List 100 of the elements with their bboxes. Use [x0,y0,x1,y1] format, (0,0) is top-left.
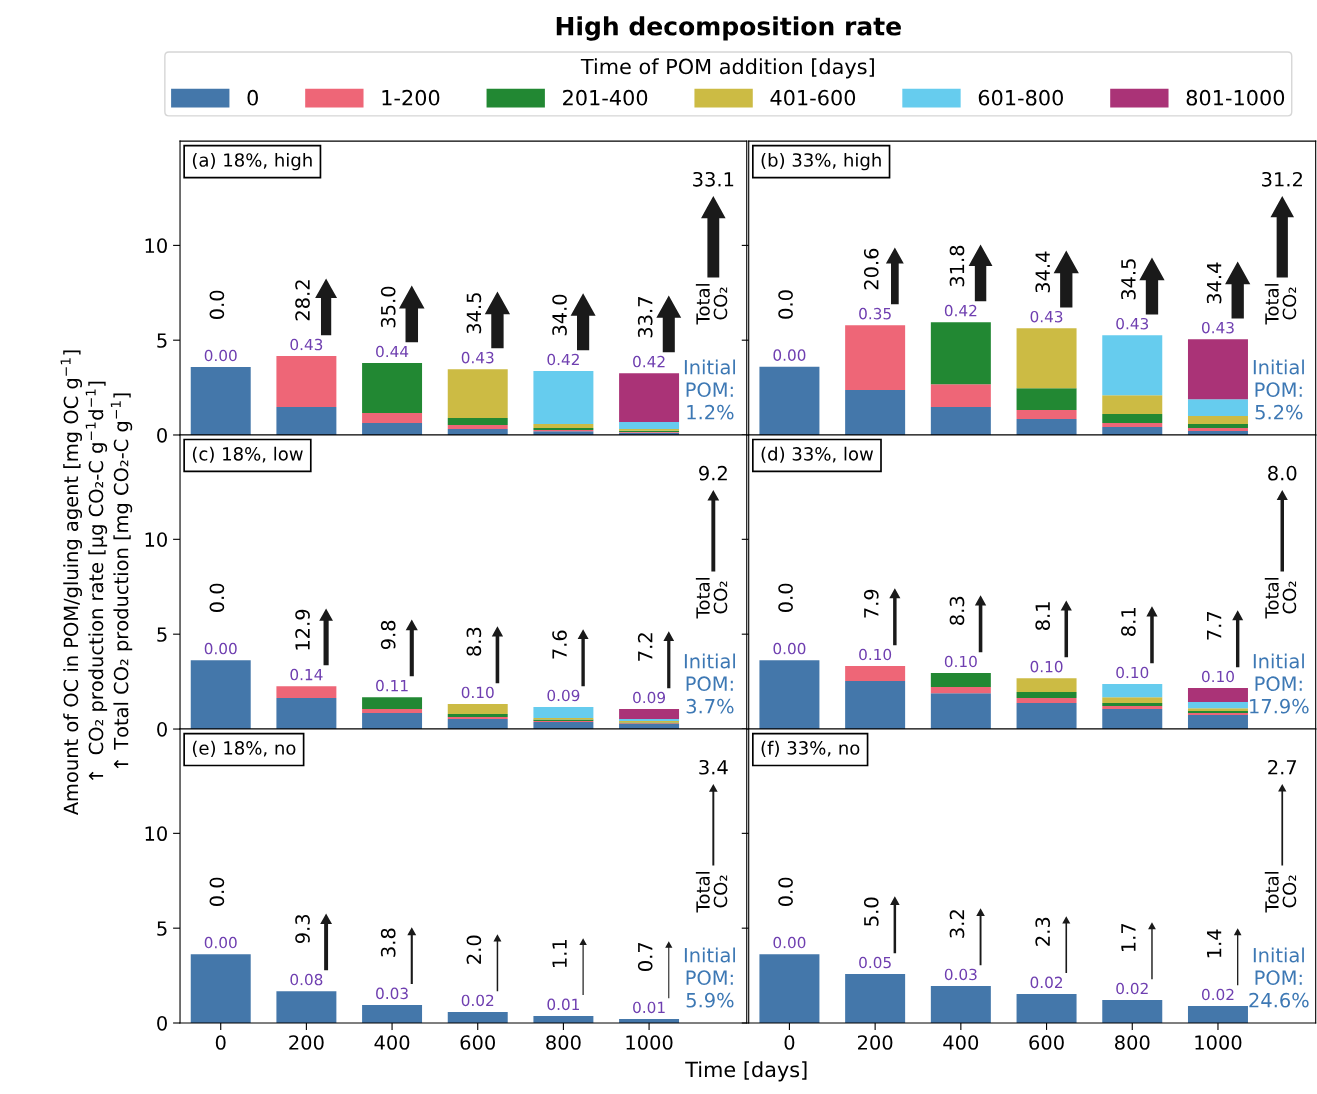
text: (c) 18%, low [192,446,303,463]
annotation: 0.10 [461,686,494,699]
annotation: 3.2 [949,910,965,938]
annotation: Initial POM: 5.9% [684,947,735,1008]
y-tick-label: 0 [157,722,167,737]
annotation: 0.00 [204,349,237,362]
annotation: 0.0 [209,290,225,320]
annotation: 0.10 [1030,660,1063,673]
x-tick-label: 800 [546,1035,581,1050]
x-tick-label: 200 [289,1035,324,1050]
x-tick-label: 0 [215,1035,226,1050]
y-tick-label: 10 [145,532,167,547]
annotation: 0.10 [1201,670,1234,683]
x-tick-label: 600 [1029,1035,1064,1050]
annotation: 1.7 [1121,923,1136,952]
text: (d) 33%, low [761,446,874,463]
annotation: 34.5 [466,293,482,334]
x-tick-label: 200 [858,1035,893,1050]
annotation: 2.0 [466,935,482,964]
annotation: 0.42 [633,355,665,368]
annotation: 1.4 [1207,929,1222,958]
annotation: 34.0 [552,294,567,336]
y-tick-label: 5 [157,333,167,348]
annotation: 12.9 [295,609,310,650]
annotation: 0.01 [633,1001,665,1014]
annotation: 7.7 [1207,611,1222,640]
annotation: 2.7 [1268,759,1297,775]
legend-label: 0 [247,89,258,106]
legend-title: Time of POM addition [days] [580,58,874,79]
annotation: 0.43 [1030,310,1063,323]
text: (a) 18%, high [192,152,312,171]
annotation: 34.4 [1206,262,1222,304]
x-tick-label: 1000 [626,1035,673,1050]
annotation: 0.02 [1201,988,1234,1001]
y-tick-label: 0 [157,427,167,443]
annotation: 0.03 [944,968,977,981]
annotation: 8.1 [1121,608,1136,636]
annotation: 0.42 [547,353,579,366]
annotation: 0.0 [778,290,793,319]
y-tick-label: 0 [157,1015,167,1031]
annotation: 0.43 [1201,321,1234,334]
legend-label: 601-800 [978,89,1063,106]
annotation: 2.3 [1035,917,1051,946]
annotation: 8.3 [466,627,482,656]
annotation: 0.02 [1030,976,1063,989]
annotation: 0.08 [290,973,323,986]
annotation: 35.0 [380,286,396,328]
annotation: 0.00 [773,349,806,361]
annotation: 8.3 [949,596,965,625]
annotation: 20.6 [863,248,879,290]
annotation: 0.0 [778,583,793,613]
annotation: 9.8 [380,620,396,650]
annotation: Total CO₂ [695,872,728,913]
annotation: 7.9 [863,589,879,618]
annotation: 1.1 [552,940,567,968]
x-tick-label: 1000 [1195,1035,1242,1050]
annotation: 0.03 [376,987,408,1000]
annotation: 0.35 [859,307,891,320]
annotation: 0.02 [461,994,494,1007]
text: Amount of OC in POM/gluing agent [mg OC g$^{−1}$] ↑ CO₂ production rate [μg CO₂-C g$^{−1}$d$^{−1}$] ↑ Total CO₂ production [mg CO₂-C g$^{−1}$] [60,350,133,816]
text: (f) 33%, no [761,740,860,757]
chart-title: High decomposition rate [556,16,901,41]
annotation: 0.14 [290,668,323,681]
legend-label: 801-1000 [1186,89,1285,106]
x-axis-title: Time [days] [685,1061,807,1082]
x-tick-label: 0 [784,1035,795,1050]
annotation: 0.7 [637,942,653,971]
annotation: 33.1 [693,171,734,187]
annotation: Initial POM: 24.6% [1249,947,1309,1008]
x-tick-label: 800 [1115,1035,1150,1050]
annotation: 8.0 [1268,465,1297,481]
annotation: 0.11 [376,679,408,692]
annotation: 3.8 [380,928,396,957]
annotation: 0.10 [859,648,892,661]
y-tick-label: 5 [157,921,167,936]
annotation: Total CO₂ [695,578,728,619]
annotation: 0.09 [547,689,580,702]
y-tick-label: 5 [157,627,167,642]
annotation: 0.00 [773,642,806,655]
annotation: Initial POM: 5.2% [1253,359,1304,420]
annotation: 0.0 [209,583,225,613]
annotation: 33.7 [637,297,653,338]
annotation: 5.0 [863,897,879,926]
annotation: 0.43 [461,351,494,364]
x-tick-label: 600 [460,1035,495,1050]
annotation: Total CO₂ [1264,578,1297,619]
annotation: 31.8 [949,245,965,287]
annotation: 0.0 [209,877,225,907]
annotation: 0.05 [859,956,891,969]
annotation: 8.1 [1035,602,1051,631]
text: (e) 18%, no [192,740,296,757]
annotation: Total CO₂ [1264,284,1297,325]
annotation: 0.43 [1116,317,1149,330]
legend-label: 401-600 [770,89,856,106]
annotation: 34.4 [1035,251,1051,293]
annotation: Total CO₂ [1264,872,1297,913]
legend-label: 1-200 [382,89,440,106]
y-tick-label: 10 [145,826,167,842]
annotation: Initial POM: 17.9% [1250,653,1309,714]
annotation: 0.00 [204,936,237,949]
